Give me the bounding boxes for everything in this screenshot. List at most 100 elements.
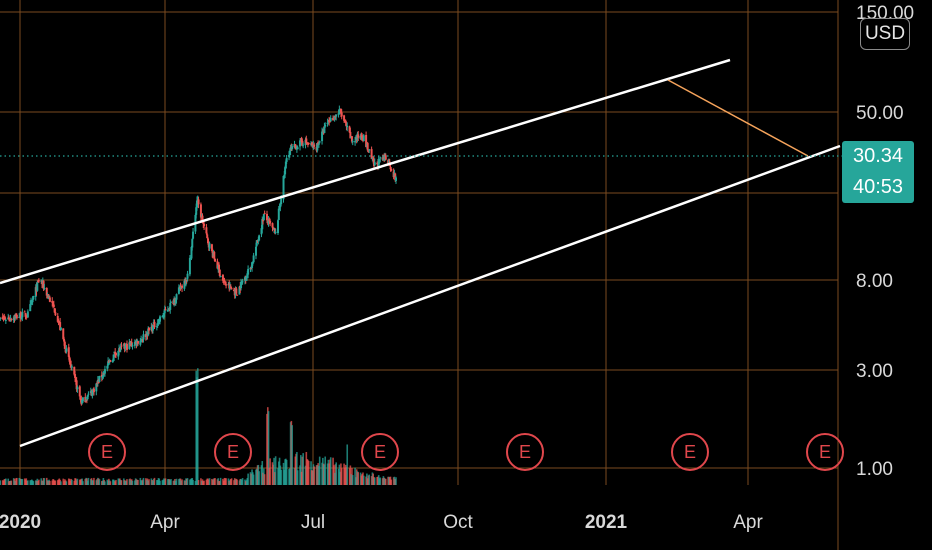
candle-body xyxy=(389,167,392,170)
candle-body xyxy=(153,321,156,328)
earnings-marker[interactable]: E xyxy=(506,433,544,471)
candle-body xyxy=(379,157,382,159)
volume-bar xyxy=(285,459,288,485)
candle-body xyxy=(56,315,59,322)
earnings-marker-circle xyxy=(214,433,252,471)
volume-bar xyxy=(5,478,7,485)
candle-body xyxy=(206,238,209,244)
downtrend-line[interactable] xyxy=(667,79,809,157)
volume-bar xyxy=(21,479,24,485)
volume-bar xyxy=(373,477,376,485)
volume-bar xyxy=(329,457,332,485)
candle-body xyxy=(214,259,217,262)
candle-body xyxy=(192,231,195,239)
candle-body xyxy=(368,149,371,151)
earnings-marker-circle xyxy=(806,433,844,471)
candle-body xyxy=(29,304,32,312)
currency-button[interactable]: USD xyxy=(860,18,910,50)
candle-body xyxy=(89,390,92,394)
candle-body xyxy=(81,400,84,404)
candle-body xyxy=(70,364,73,367)
volume-bar xyxy=(175,478,178,485)
volume-bar xyxy=(302,453,304,485)
candle-body xyxy=(377,158,380,167)
earnings-marker[interactable]: E xyxy=(88,433,126,471)
candle-body xyxy=(133,341,136,346)
candle-body xyxy=(343,115,346,121)
earnings-marker[interactable]: E xyxy=(806,433,844,471)
candle-body xyxy=(340,112,343,117)
earnings-marker[interactable]: E xyxy=(214,433,252,471)
candle-body xyxy=(210,244,213,251)
candle-body xyxy=(111,360,114,363)
earnings-marker[interactable]: E xyxy=(671,433,709,471)
candle-body xyxy=(14,315,17,319)
candle-body xyxy=(235,288,238,294)
candle-body xyxy=(261,219,264,230)
candle-body xyxy=(163,309,166,314)
candle-body xyxy=(282,175,285,200)
candle-body xyxy=(218,269,221,276)
candle-body xyxy=(101,375,104,379)
candle-body xyxy=(269,220,272,224)
channel-lower-line[interactable] xyxy=(19,144,841,448)
volume-bar xyxy=(170,479,172,485)
candle-body xyxy=(278,207,281,210)
candle-body xyxy=(240,282,243,284)
candle-body xyxy=(62,328,65,339)
volume-bar xyxy=(280,469,282,485)
candle-body xyxy=(372,159,375,161)
volume-bar xyxy=(126,479,128,485)
candle-body xyxy=(103,373,106,375)
candle-body xyxy=(258,235,261,241)
volume-bar xyxy=(390,479,393,485)
candle-body xyxy=(222,281,225,283)
candle-body xyxy=(125,343,128,350)
volume-bar xyxy=(109,481,112,485)
candle-body xyxy=(70,366,73,368)
channel-upper-line[interactable] xyxy=(0,58,731,285)
candle-body xyxy=(102,372,105,377)
candle-body xyxy=(107,361,110,366)
volume-bar xyxy=(335,462,338,485)
earnings-marker-label: E xyxy=(227,442,239,462)
candle-body xyxy=(317,143,320,145)
candle-body xyxy=(254,246,257,256)
candle-body xyxy=(59,322,62,330)
candle-body xyxy=(164,309,167,311)
candle-body xyxy=(74,374,77,378)
candle-body xyxy=(147,328,150,336)
earnings-marker-label: E xyxy=(101,442,113,462)
candle-body xyxy=(348,126,351,133)
x-tick-label: 2020 xyxy=(0,512,41,533)
candle-body xyxy=(34,287,37,297)
volume-bar xyxy=(82,481,84,485)
candle-body xyxy=(354,141,357,143)
candle-body xyxy=(91,390,94,396)
candle-body xyxy=(262,214,265,221)
candle-body xyxy=(174,300,177,303)
candle-body xyxy=(47,294,50,298)
candle-body xyxy=(273,228,276,232)
candle-body xyxy=(57,320,60,323)
candle-body xyxy=(63,338,66,342)
candle-body xyxy=(81,397,84,402)
volume-bar xyxy=(192,479,194,485)
earnings-marker[interactable]: E xyxy=(361,433,399,471)
volume-bar xyxy=(203,480,205,485)
candle-body xyxy=(250,268,253,270)
candle-body xyxy=(109,360,112,362)
candle-body xyxy=(68,357,71,362)
candle-body xyxy=(75,380,78,390)
candle-body xyxy=(345,122,348,127)
candle-body xyxy=(334,115,337,118)
candle-body xyxy=(271,223,274,228)
volume-bar xyxy=(354,467,356,485)
candle-body xyxy=(206,234,209,239)
candle-body xyxy=(262,219,265,222)
candle-body xyxy=(394,173,397,181)
candle-body xyxy=(139,340,142,345)
candle-body xyxy=(307,142,310,145)
candle-body xyxy=(136,341,139,344)
